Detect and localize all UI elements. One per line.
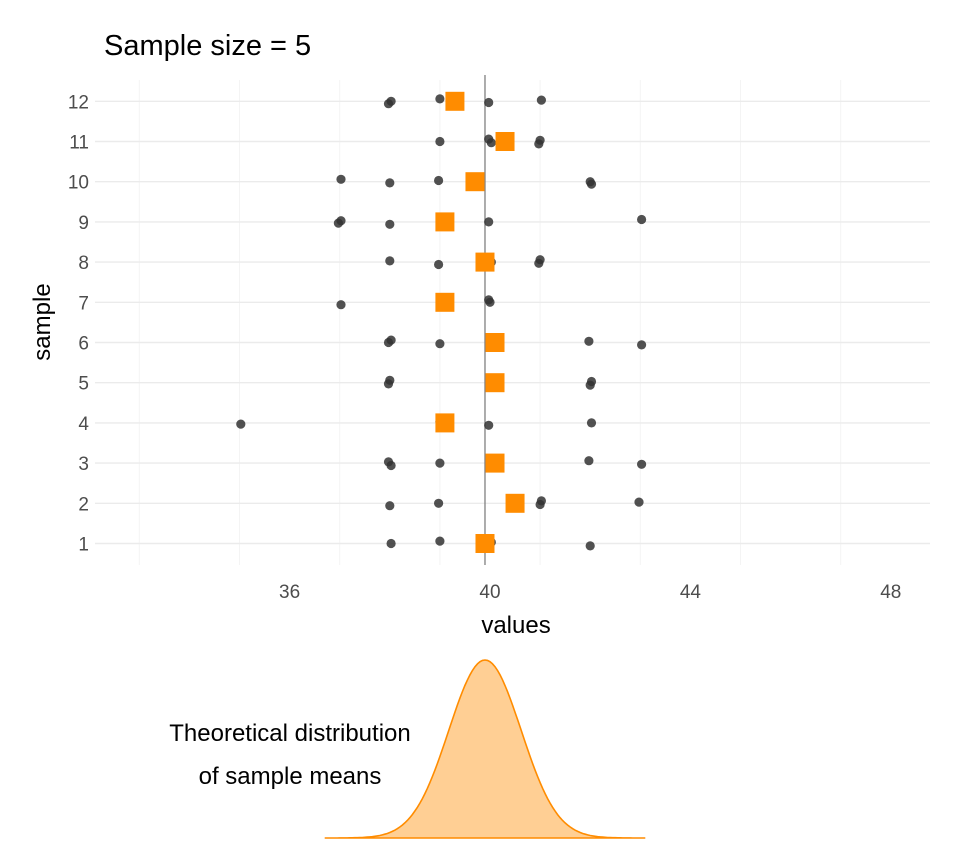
x-axis-ticks: 36 40 44 48 — [279, 582, 901, 603]
distribution-curve — [324, 659, 646, 839]
observation-point — [486, 138, 496, 148]
y-tick-label: 5 — [78, 374, 89, 395]
observation-point — [534, 139, 544, 149]
x-tick-label: 36 — [279, 582, 300, 603]
observation-point — [484, 217, 494, 227]
y-tick-label: 7 — [78, 293, 89, 314]
sample-mean-marker — [445, 91, 465, 111]
y-tick-label: 3 — [78, 454, 89, 475]
observation-point — [435, 339, 445, 349]
observation-point — [484, 295, 494, 305]
distribution-annotation-line-1: Theoretical distribution — [169, 720, 410, 747]
observation-point — [385, 501, 395, 511]
observation-point — [534, 258, 544, 268]
observation-point — [386, 335, 396, 345]
x-tick-label: 40 — [479, 582, 500, 603]
y-tick-label: 4 — [78, 414, 89, 435]
sample-mean-marker — [475, 534, 495, 553]
sample-mean-marker — [435, 212, 455, 232]
observation-point — [535, 499, 545, 510]
y-tick-label: 1 — [78, 535, 89, 556]
sample-mean-marker — [435, 413, 455, 433]
observation-point — [434, 175, 444, 186]
y-tick-label: 12 — [68, 92, 89, 113]
sample-mean-marker — [475, 252, 495, 272]
observation-point — [336, 216, 346, 226]
observation-point — [484, 97, 494, 108]
observation-point — [536, 95, 547, 105]
observation-point — [336, 300, 346, 310]
sample-mean-markers — [435, 91, 525, 553]
y-tick-label: 8 — [78, 253, 89, 274]
observation-point — [435, 536, 445, 546]
observation-point — [584, 456, 594, 466]
observation-point — [386, 96, 396, 106]
sample-mean-marker — [485, 373, 505, 393]
x-tick-label: 44 — [680, 582, 702, 603]
sample-mean-marker — [435, 292, 455, 312]
observation-point — [434, 259, 444, 270]
sample-mean-marker — [495, 132, 515, 151]
observation-point — [385, 219, 395, 229]
y-tick-label: 6 — [78, 334, 89, 355]
y-tick-label: 10 — [68, 173, 89, 194]
observation-point — [484, 420, 494, 430]
observation-point — [385, 178, 395, 188]
observation-point — [584, 336, 594, 346]
observation-points — [236, 94, 647, 551]
plot-grid — [95, 80, 930, 565]
observation-point — [585, 541, 595, 551]
y-tick-label: 11 — [69, 133, 89, 154]
x-tick-label: 48 — [880, 582, 901, 603]
observation-point — [385, 256, 395, 266]
y-tick-label: 2 — [78, 494, 89, 515]
y-axis-title: sample — [29, 283, 56, 360]
observation-point — [637, 340, 647, 350]
observation-point — [586, 418, 597, 428]
observation-point — [435, 94, 445, 104]
observation-point — [386, 538, 396, 549]
y-tick-label: 9 — [78, 213, 89, 234]
observation-point — [637, 459, 647, 469]
distribution-annotation-line-2: of sample means — [199, 763, 382, 790]
observation-point — [637, 214, 647, 225]
observation-point — [435, 458, 445, 468]
chart-title: Sample size = 5 — [104, 30, 311, 62]
sample-mean-marker — [485, 453, 505, 473]
observation-point — [236, 419, 246, 429]
observation-point — [634, 497, 644, 507]
observation-point — [434, 498, 444, 508]
observation-point — [383, 379, 394, 389]
observation-point — [435, 136, 445, 147]
observation-point — [386, 460, 396, 471]
observation-point — [336, 174, 346, 184]
theoretical-distribution — [324, 659, 646, 839]
sample-mean-marker — [485, 333, 505, 352]
sample-mean-marker — [505, 493, 525, 513]
x-axis-title: values — [481, 612, 550, 639]
observation-point — [585, 177, 595, 187]
sample-mean-marker — [465, 172, 485, 192]
observation-point — [585, 380, 595, 390]
